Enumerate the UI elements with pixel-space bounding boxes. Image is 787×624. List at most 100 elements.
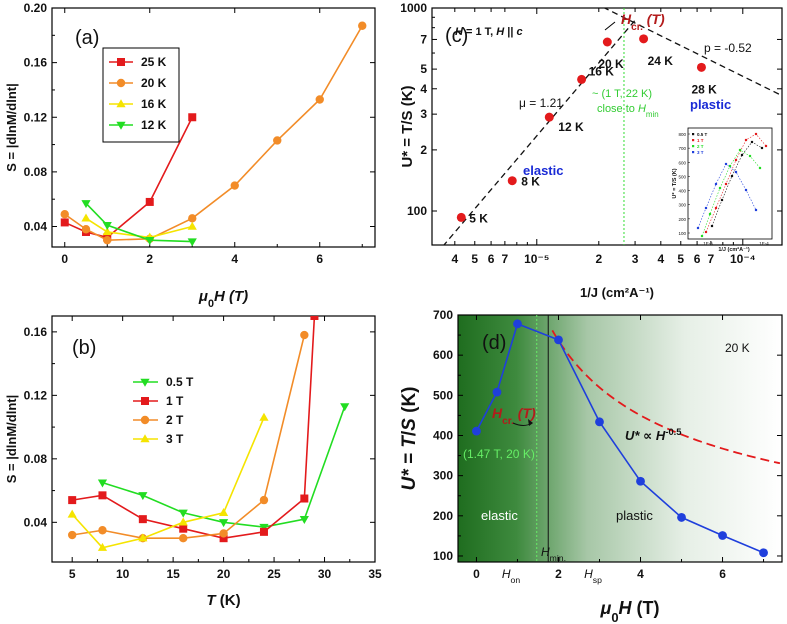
hcr-point-label: (1.47 T, 20 K) bbox=[463, 447, 535, 461]
label-part: H bbox=[455, 26, 464, 38]
axes-frame bbox=[51, 315, 376, 563]
label-part: 0 bbox=[208, 298, 214, 310]
y-tick-label: 3 bbox=[420, 107, 427, 121]
fit-group bbox=[443, 8, 782, 245]
label-part: H (T) bbox=[214, 288, 248, 305]
point-label: 28 K bbox=[691, 82, 717, 96]
label-part: = 1 T, bbox=[463, 26, 496, 38]
label-part: sp bbox=[593, 575, 602, 585]
green-note-2: close to Hmin bbox=[597, 103, 659, 119]
point-label: 16 K bbox=[589, 64, 615, 78]
x-tick-label: 4 bbox=[451, 252, 458, 266]
data-point bbox=[179, 533, 188, 543]
inset-point bbox=[734, 170, 738, 174]
x-tick-label: 0 bbox=[61, 252, 68, 266]
y-tick-label: 600 bbox=[433, 348, 453, 362]
axes-frame bbox=[457, 314, 783, 563]
inset-legend-marker bbox=[692, 133, 695, 136]
panel-label: (d) bbox=[482, 332, 506, 354]
x-tick-label: 4 bbox=[231, 252, 238, 266]
point-label: 24 K bbox=[648, 54, 674, 68]
legend-label: 20 K bbox=[141, 76, 167, 90]
inset-legend-label: 1 T bbox=[697, 138, 704, 143]
point-label: 8 K bbox=[521, 175, 540, 189]
label-part: H bbox=[541, 545, 550, 559]
data-point bbox=[187, 238, 197, 247]
legend-label: 25 K bbox=[141, 55, 167, 69]
label-part: S bbox=[399, 418, 420, 431]
inset-frame bbox=[687, 127, 773, 240]
x-axis-label: μ0H (T) bbox=[599, 598, 659, 624]
elastic-label: elastic bbox=[523, 163, 563, 178]
label-part: / bbox=[399, 430, 420, 436]
data-point bbox=[218, 519, 229, 528]
data-point bbox=[103, 235, 112, 245]
label-part: U* ∝ H bbox=[625, 428, 666, 443]
hsp-label: Hsp bbox=[584, 567, 602, 585]
legend-box bbox=[102, 47, 180, 143]
inset-y-tick-label: 600 bbox=[678, 160, 686, 165]
fit-curve bbox=[551, 329, 781, 465]
inset-x-label: 1/J (cm²A⁻¹) bbox=[718, 246, 749, 253]
y-tick-label: 300 bbox=[433, 469, 453, 483]
label-part: H bbox=[496, 26, 505, 38]
x-tick-label: 6 bbox=[719, 567, 726, 581]
inset-legend-marker bbox=[692, 151, 695, 154]
data-point bbox=[188, 113, 197, 122]
data-point bbox=[315, 95, 324, 104]
y-tick-label: 4 bbox=[420, 82, 427, 96]
label-part: T bbox=[399, 435, 420, 448]
data-point bbox=[68, 496, 77, 505]
y-tick-label: 700 bbox=[433, 308, 453, 322]
x-tick-label: 0 bbox=[473, 567, 480, 581]
hon-label: Hon bbox=[502, 567, 520, 585]
data-point bbox=[67, 530, 77, 540]
data-point bbox=[636, 476, 645, 486]
inset-point bbox=[718, 186, 722, 190]
hcr-arrowhead bbox=[528, 419, 533, 426]
panel-label: (a) bbox=[75, 27, 99, 49]
x-tick-label: 25 bbox=[267, 567, 281, 581]
inset-y-tick-label: 300 bbox=[678, 203, 686, 208]
inset-point bbox=[764, 144, 768, 148]
inset-point bbox=[734, 158, 738, 162]
y-tick-label: 0.08 bbox=[24, 165, 48, 179]
data-point bbox=[677, 513, 686, 522]
inset-legend-label: 0.5 T bbox=[697, 132, 708, 137]
data-point bbox=[81, 213, 91, 222]
label-part: (T) bbox=[632, 598, 660, 618]
legend-marker bbox=[140, 415, 150, 425]
data-point bbox=[81, 225, 91, 234]
data-point bbox=[300, 330, 309, 340]
data-point bbox=[102, 221, 112, 230]
data-point bbox=[138, 533, 148, 542]
fit-label: U* ∝ H-0.5 bbox=[625, 427, 681, 443]
inset-y-tick-label: 800 bbox=[678, 132, 686, 137]
x-tick-label: 10⁻⁵ bbox=[524, 252, 549, 266]
label-part: close to bbox=[597, 103, 638, 115]
panel-b: 5 10 15 20 25 30 35 0.04 0.08 0.12 0.16 (b) 0.5 T 1 T… bbox=[4, 315, 382, 609]
condition-label: H = 1 T, H || c bbox=[455, 26, 523, 38]
label-part: min. bbox=[550, 553, 566, 563]
data-point bbox=[492, 387, 502, 397]
label-part: μ bbox=[599, 598, 611, 618]
axes-frame bbox=[431, 7, 783, 246]
inset-point bbox=[740, 153, 744, 157]
inset-point bbox=[728, 164, 732, 168]
legend-marker bbox=[140, 378, 150, 387]
data-point bbox=[554, 335, 563, 345]
label-part: || bbox=[504, 26, 516, 38]
data-point bbox=[179, 524, 188, 533]
label-part: (T) bbox=[514, 405, 536, 421]
inset-legend-marker bbox=[692, 139, 695, 142]
panel-label: (b) bbox=[72, 337, 96, 359]
data-point bbox=[97, 542, 108, 551]
label-part: 0 bbox=[611, 610, 618, 624]
data-point bbox=[472, 426, 481, 436]
data-point bbox=[696, 62, 706, 72]
x-tick-label: 2 bbox=[146, 252, 153, 266]
y-tick-label: 100 bbox=[433, 549, 453, 563]
inset-point bbox=[708, 212, 712, 216]
y-tick-label: 200 bbox=[433, 509, 453, 523]
panel-label: (c) bbox=[445, 25, 468, 47]
